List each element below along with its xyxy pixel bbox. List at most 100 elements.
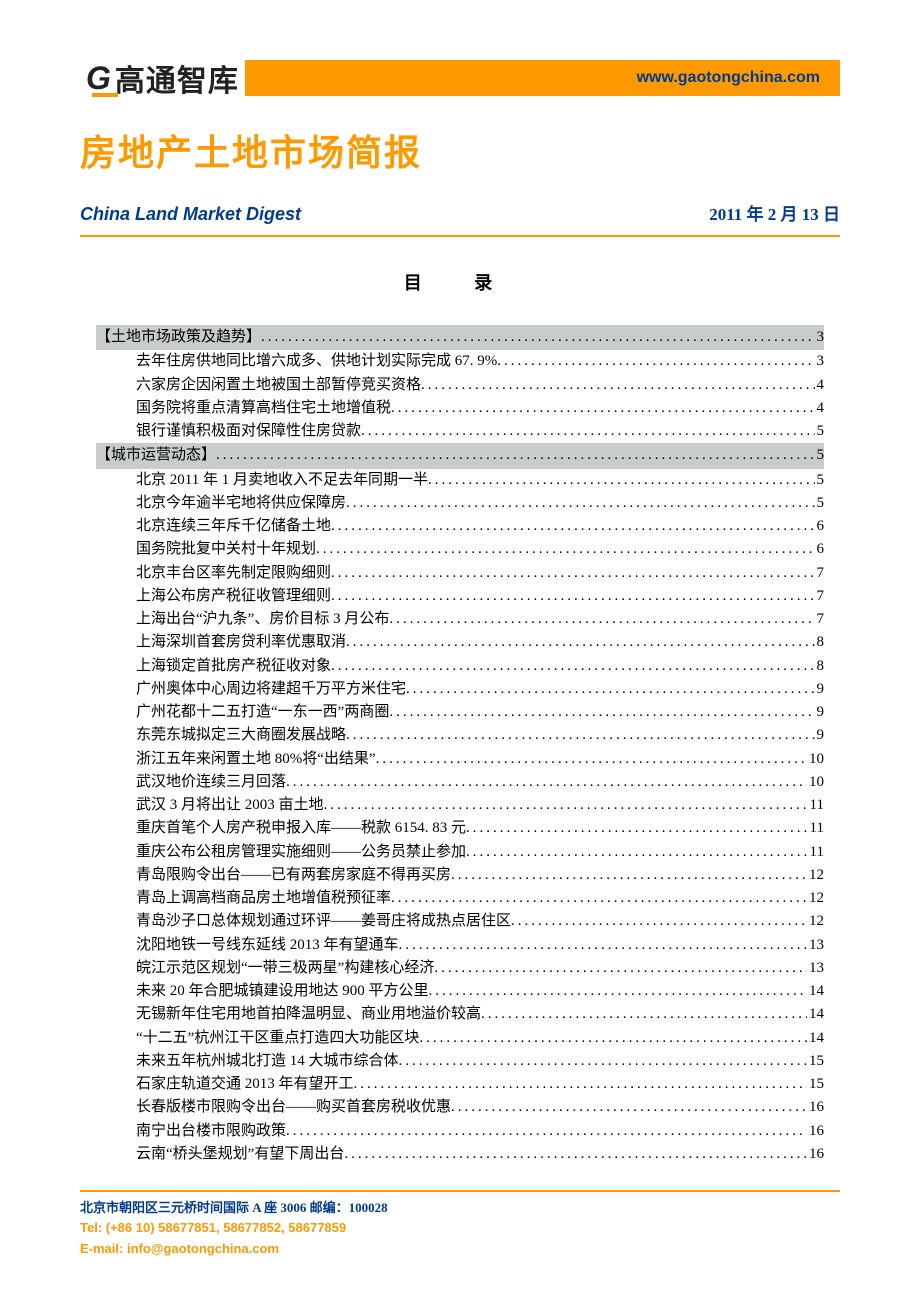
toc-page-number: 13 [807,957,824,980]
toc-label: 北京连续三年斥千亿储备土地 [136,515,331,538]
toc-item: 石家庄轨道交通 2013 年有望开工 15 [96,1073,824,1096]
toc-item: 上海出台“沪九条”、房价目标 3 月公布7 [96,608,824,631]
header-bar: G 高通智库 www.gaotongchina.com [80,60,840,96]
toc-label: 银行谨慎积极面对保障性住房贷款 [136,420,361,443]
toc-item: 广州花都十二五打造“一东一西”两商圈 9 [96,701,824,724]
toc-page-number: 16 [807,1120,824,1143]
logo-mark: G [86,62,111,94]
toc-label: 未来 20 年合肥城镇建设用地达 900 平方公里 [136,980,429,1003]
toc-leader-dots [354,1073,807,1096]
toc-label: 北京丰台区率先制定限购细则 [136,562,331,585]
toc-leader-dots [346,724,814,747]
toc-leader-dots [331,515,814,538]
toc-page-number: 9 [815,678,825,701]
toc-leader-dots [316,538,814,561]
toc-page-number: 7 [815,562,825,585]
toc-label: 北京今年逾半宅地将供应保障房 [136,492,346,515]
toc-page-number: 6 [815,515,825,538]
toc-leader-dots [466,817,808,840]
toc-label: 浙江五年来闲置土地 80%将“出结果” [136,748,376,771]
toc-label: 云南“桥头堡规划”有望下周出台 [136,1143,344,1166]
toc-item: 浙江五年来闲置土地 80%将“出结果”10 [96,748,824,771]
report-title: 房地产土地市场简报 [80,124,840,176]
toc-page-number: 9 [815,701,825,724]
toc-page-number: 7 [815,608,825,631]
toc-page-number: 16 [807,1143,824,1166]
toc-page-number: 14 [807,1027,824,1050]
toc-item: 沈阳地铁一号线东延线 2013 年有望通车13 [96,934,824,957]
toc-leader-dots [497,350,814,373]
toc-leader-dots [428,469,815,492]
toc-label: 上海深圳首套房贷利率优惠取消 [136,631,346,654]
toc-page-number: 3 [815,326,825,349]
toc-item: 重庆公布公租房管理实施细则——公务员禁止参加 11 [96,841,824,864]
toc-item: 青岛限购令出台——已有两套房家庭不得再买房 12 [96,864,824,887]
toc-label: 【城市运营动态】 [96,444,216,467]
toc-leader-dots [324,794,808,817]
toc-label: 去年住房供地同比增六成多、供地计划实际完成 67. 9% [136,350,497,373]
toc-page-number: 4 [815,397,825,420]
toc-heading: 目 录 [80,269,840,295]
toc-item: 南宁出台楼市限购政策 16 [96,1120,824,1143]
toc-label: 【土地市场政策及趋势】 [96,326,261,349]
toc-page-number: 14 [807,1003,824,1026]
toc-page-number: 7 [815,585,825,608]
toc-label: 皖江示范区规划“一带三极两星”构建核心经济 [136,957,434,980]
toc-page-number: 3 [815,350,825,373]
toc-item: 北京 2011 年 1 月卖地收入不足去年同期一半5 [96,469,824,492]
toc-item: 银行谨慎积极面对保障性住房贷款5 [96,420,824,443]
toc-item: 上海锁定首批房产税征收对象8 [96,655,824,678]
toc-label: 重庆公布公租房管理实施细则——公务员禁止参加 [136,841,466,864]
toc-page-number: 8 [815,631,825,654]
page-footer: 北京市朝阳区三元桥时间国际 A 座 3006 邮编：100028 Tel: (+… [80,1190,840,1260]
toc-page-number: 6 [815,538,825,561]
toc-item: 去年住房供地同比增六成多、供地计划实际完成 67. 9% 3 [96,350,824,373]
toc-page-number: 11 [808,817,824,840]
toc-label: 东莞东城拟定三大商圈发展战略 [136,724,346,747]
toc-label: 国务院批复中关村十年规划 [136,538,316,561]
table-of-contents: 【土地市场政策及趋势】3去年住房供地同比增六成多、供地计划实际完成 67. 9%… [96,325,824,1166]
toc-leader-dots [331,585,814,608]
toc-label: 六家房企因闲置土地被国土部暂停竞买资格 [136,374,421,397]
toc-label: 青岛上调高档商品房土地增值税预征率 [136,887,391,910]
toc-leader-dots [399,1050,807,1073]
toc-section: 【城市运营动态】5 [96,443,824,468]
footer-email: E-mail: info@gaotongchina.com [80,1239,840,1260]
toc-page-number: 12 [807,887,824,910]
footer-address: 北京市朝阳区三元桥时间国际 A 座 3006 邮编：100028 [80,1198,840,1219]
toc-page-number: 11 [808,841,824,864]
toc-page-number: 5 [815,492,825,515]
toc-leader-dots [419,1027,807,1050]
toc-page-number: 14 [807,980,824,1003]
toc-item: 无锡新年住宅用地首拍降温明显、商业用地溢价较高14 [96,1003,824,1026]
toc-section: 【土地市场政策及趋势】 3 [96,325,824,350]
toc-item: 北京丰台区率先制定限购细则 7 [96,562,824,585]
footer-tel: Tel: (+86 10) 58677851, 58677852, 586778… [80,1218,840,1239]
toc-item: 国务院批复中关村十年规划 6 [96,538,824,561]
report-date: 2011 年 2 月 13 日 [709,200,840,225]
toc-label: 广州奥体中心周边将建超千万平方米住宅 [136,678,406,701]
toc-item: “十二五”杭州江干区重点打造四大功能区块14 [96,1027,824,1050]
toc-leader-dots [391,887,807,910]
toc-label: 石家庄轨道交通 2013 年有望开工 [136,1073,354,1096]
toc-page-number: 12 [807,910,824,933]
toc-label: 武汉地价连续三月回落 [136,771,286,794]
toc-label: 上海公布房产税征收管理细则 [136,585,331,608]
toc-label: 广州花都十二五打造“一东一西”两商圈 [136,701,389,724]
toc-page-number: 16 [807,1096,824,1119]
toc-label: 南宁出台楼市限购政策 [136,1120,286,1143]
toc-leader-dots [286,1120,807,1143]
toc-label: 北京 2011 年 1 月卖地收入不足去年同期一半 [136,469,428,492]
toc-page-number: 11 [808,794,824,817]
toc-item: 广州奥体中心周边将建超千万平方米住宅 9 [96,678,824,701]
toc-item: 武汉 3 月将出让 2003 亩土地11 [96,794,824,817]
toc-leader-dots [481,1003,807,1026]
toc-page-number: 15 [807,1073,824,1096]
toc-page-number: 15 [807,1050,824,1073]
toc-page-number: 12 [807,864,824,887]
toc-item: 北京今年逾半宅地将供应保障房 5 [96,492,824,515]
brand-logo: G 高通智库 [80,60,245,96]
report-subtitle: China Land Market Digest [80,204,301,225]
toc-label: 青岛限购令出台——已有两套房家庭不得再买房 [136,864,451,887]
toc-page-number: 10 [807,771,824,794]
